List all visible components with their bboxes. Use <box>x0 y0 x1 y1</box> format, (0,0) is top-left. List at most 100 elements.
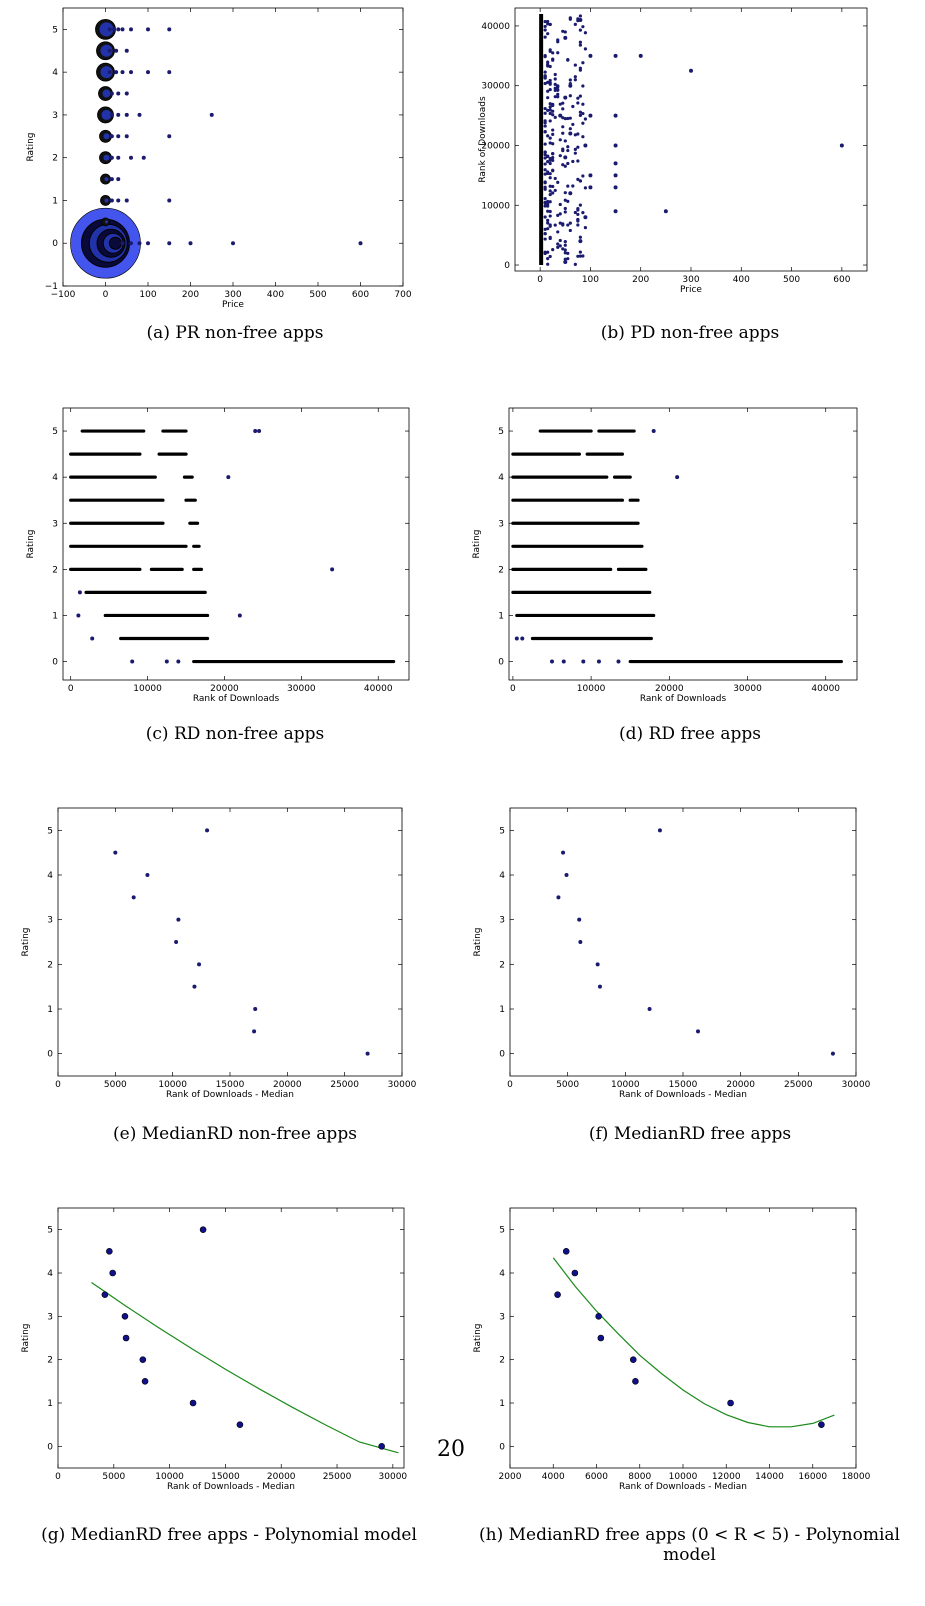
chart-a: −100 0 100 200 300 400 500 600 700 −1 0 1 2 3 4 5 Price R… <box>0 0 420 310</box>
data-point <box>558 212 562 216</box>
data-point <box>558 138 562 142</box>
caption-f: (f) MedianRD free apps <box>588 1124 792 1144</box>
plot-area <box>91 1226 399 1454</box>
data-point <box>209 112 214 117</box>
data-point <box>558 244 562 248</box>
y-tick-label: 1 <box>498 611 504 621</box>
x-tick-label: 5000 <box>556 1080 579 1090</box>
data-point <box>818 1421 825 1428</box>
x-tick-label: 25000 <box>330 1080 359 1090</box>
data-point <box>563 206 567 211</box>
data-point <box>546 60 550 64</box>
x-tick-label: 30000 <box>842 1080 871 1090</box>
x-tick-label: 20000 <box>267 1472 296 1482</box>
y-tick-label: 20000 <box>481 141 510 151</box>
data-point <box>124 198 129 203</box>
data-point <box>689 68 693 73</box>
data-point <box>727 1399 734 1407</box>
chart-d: 0 10000 20000 30000 40000 0 1 2 3 4 5 Rank of Downl… <box>455 400 925 705</box>
data-point <box>145 873 150 877</box>
data-point <box>543 185 547 189</box>
data-point <box>543 152 547 157</box>
caption-g: (g) MedianRD free apps - Polynomial mode… <box>41 1525 417 1545</box>
data-point <box>551 57 555 61</box>
data-point <box>566 161 570 166</box>
data-point <box>647 1007 652 1011</box>
chart-svg: 0 5000 10000 15000 20000 25000 30000 0 1 2 3 4 5 Rank… <box>21 807 417 1100</box>
data-point <box>563 198 567 202</box>
data-point <box>583 117 587 121</box>
data-point <box>581 102 585 106</box>
data-point <box>632 1378 639 1385</box>
x-tick-label: 400 <box>267 290 284 300</box>
x-tick-label: 30000 <box>287 684 316 694</box>
chart-svg: 0 100 200 300 400 500 600 0 10000 20000 30000 40000… <box>478 7 868 295</box>
bubble-core <box>101 109 112 120</box>
data-point <box>548 176 552 180</box>
data-point <box>571 104 575 109</box>
data-point <box>109 155 114 160</box>
data-point <box>568 94 572 98</box>
data-point <box>563 210 567 214</box>
data-point <box>543 231 547 236</box>
data-point <box>174 940 179 944</box>
data-point <box>548 111 552 116</box>
data-point <box>629 1356 637 1363</box>
data-point <box>205 828 210 833</box>
y-tick-label: 3 <box>498 519 504 529</box>
x-tick-label: 300 <box>682 275 699 285</box>
data-point <box>581 659 586 664</box>
plot-frame <box>509 1207 857 1469</box>
data-point <box>120 70 125 75</box>
x-tick-label: 300 <box>224 290 241 300</box>
x-tick-label: 20000 <box>273 1080 302 1090</box>
x-tick-label: 400 <box>733 275 750 285</box>
data-point <box>556 51 560 55</box>
data-point <box>613 143 618 148</box>
data-point <box>583 215 588 220</box>
x-tick-label: 15000 <box>216 1080 245 1090</box>
data-point <box>520 636 525 641</box>
data-point <box>546 154 550 158</box>
data-point <box>568 127 572 131</box>
data-point <box>237 613 242 618</box>
data-point <box>563 240 567 244</box>
data-point <box>663 209 668 214</box>
data-point <box>576 212 580 217</box>
data-point <box>189 1399 197 1407</box>
data-point <box>330 567 335 572</box>
data-point <box>613 53 618 58</box>
data-point <box>561 116 565 120</box>
data-point <box>546 218 550 222</box>
data-point <box>551 248 555 252</box>
data-point <box>563 164 567 168</box>
chart-h: 2000 4000 6000 8000 10000 12000 14000 16000 1800… <box>455 1200 925 1505</box>
data-point <box>253 1007 258 1011</box>
x-tick-label: 0 <box>507 1080 513 1090</box>
data-point <box>596 659 601 664</box>
data-point <box>576 159 580 163</box>
data-point <box>129 27 133 32</box>
bubble-core <box>100 66 113 79</box>
y-tick-label: 3 <box>47 1312 53 1322</box>
chart-svg: 0 10000 20000 30000 40000 0 1 2 3 4 5 Rank of Downl… <box>26 407 410 704</box>
data-point <box>546 159 550 164</box>
data-point <box>563 243 567 247</box>
data-point <box>578 250 582 254</box>
y-axis-label: Rating <box>26 132 36 161</box>
data-point <box>613 209 618 214</box>
y-tick-label: 2 <box>499 960 505 970</box>
data-point <box>566 223 570 227</box>
data-point <box>576 254 580 258</box>
bubble-core <box>104 177 109 182</box>
data-point <box>556 38 560 42</box>
data-point <box>131 895 136 900</box>
data-point <box>563 116 567 121</box>
y-tick-label: 3 <box>499 1312 505 1322</box>
data-point <box>553 188 557 193</box>
data-point <box>546 257 550 261</box>
page-number: 20 <box>437 1437 465 1462</box>
data-point <box>551 128 555 132</box>
y-tick-label: 3 <box>52 519 58 529</box>
data-point <box>548 172 552 176</box>
